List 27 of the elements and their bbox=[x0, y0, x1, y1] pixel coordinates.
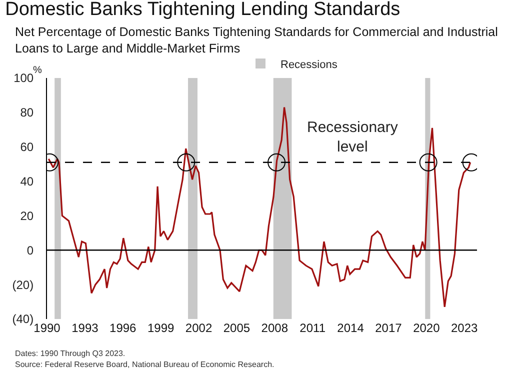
legend-label: Recessions bbox=[280, 58, 338, 71]
source-note: Source: Federal Reserve Board, National Bureau of Economic Research. bbox=[15, 360, 274, 369]
y-tick-label: 60 bbox=[20, 140, 34, 154]
y-tick-label: 20 bbox=[20, 208, 34, 223]
y-tick-label: 40 bbox=[20, 174, 34, 188]
x-tick-label: 2023 bbox=[451, 321, 478, 335]
x-tick-label: 1990 bbox=[34, 321, 61, 335]
y-tick-label: (20) bbox=[12, 278, 34, 292]
x-tick-label: 2005 bbox=[223, 321, 250, 335]
text: Dates: 1990 Through Q3 2023. bbox=[15, 349, 126, 358]
chart-subtitle: Net Percentage of Domestic Banks Tightening Standards for Commercial and Industrial Loans to Large and Middle-Market Firms bbox=[15, 25, 498, 56]
y-tick-label: 100 bbox=[14, 71, 34, 86]
x-tick-label: 2020 bbox=[413, 321, 440, 335]
x-tick-label: 1996 bbox=[110, 321, 137, 335]
x-tick-label: 2008 bbox=[261, 321, 288, 335]
y-tick-label: 80 bbox=[20, 106, 34, 120]
x-tick-label: 2017 bbox=[375, 321, 402, 335]
y-tick-label: 0 bbox=[26, 243, 34, 258]
x-tick-label: 2014 bbox=[337, 321, 364, 335]
ref-line-label: Recessionary level bbox=[307, 119, 398, 156]
x-tick-label: 1999 bbox=[147, 321, 174, 335]
x-tick-label: 2002 bbox=[185, 321, 212, 335]
chart-title: Domestic Banks Tightening Lending Standards bbox=[5, 0, 400, 20]
x-tick-label: 1993 bbox=[72, 321, 99, 335]
y-tick-label: (40) bbox=[12, 312, 34, 326]
y-axis-title: % bbox=[33, 65, 42, 76]
x-tick-label: 2011 bbox=[300, 321, 326, 335]
